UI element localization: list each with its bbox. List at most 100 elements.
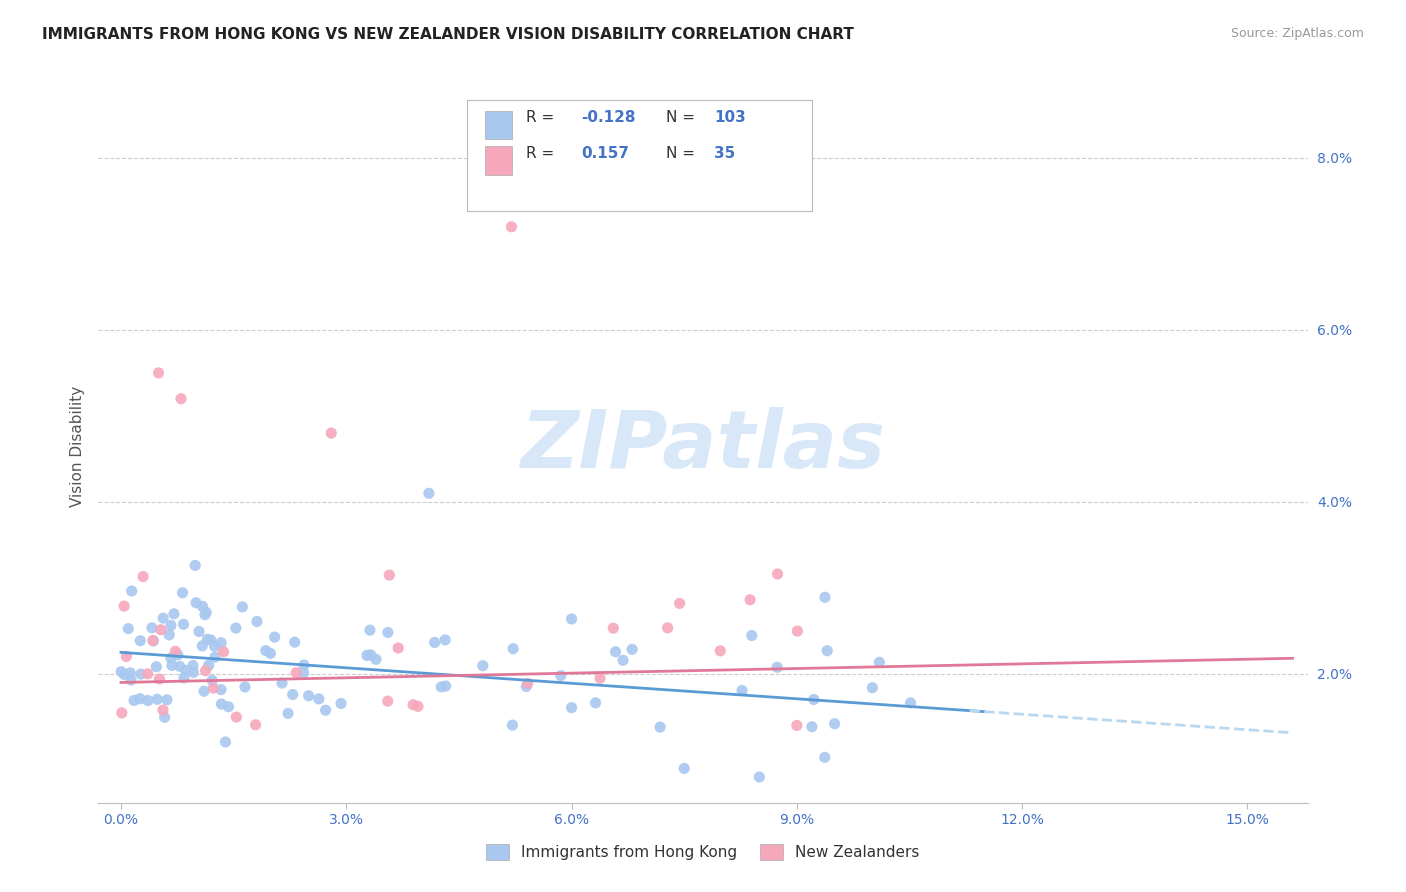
Point [814, 750, 837, 764]
Point [246, 615, 269, 629]
Point [129, 633, 152, 648]
Point [136, 666, 159, 681]
Point [173, 671, 195, 685]
Text: R =: R = [526, 146, 560, 161]
Point [225, 621, 247, 635]
Point [731, 683, 754, 698]
Point [502, 641, 524, 656]
Point [153, 710, 176, 724]
Point [191, 639, 214, 653]
Point [117, 622, 139, 636]
Text: 103: 103 [714, 111, 745, 125]
Point [112, 599, 135, 613]
Point [430, 680, 453, 694]
Point [561, 700, 583, 714]
Point [364, 652, 387, 666]
Point [824, 716, 846, 731]
Point [515, 680, 537, 694]
Point [170, 392, 193, 406]
Point [612, 653, 634, 667]
Point [657, 621, 679, 635]
Point [277, 706, 299, 721]
Point [141, 621, 163, 635]
FancyBboxPatch shape [467, 100, 811, 211]
Point [868, 656, 890, 670]
Point [197, 658, 219, 673]
Point [360, 648, 382, 662]
Point [900, 696, 922, 710]
Point [111, 706, 134, 720]
Bar [485, 111, 512, 139]
Point [145, 659, 167, 673]
Point [418, 486, 440, 500]
Point [766, 660, 789, 674]
Point [263, 630, 285, 644]
Text: IMMIGRANTS FROM HONG KONG VS NEW ZEALANDER VISION DISABILITY CORRELATION CHART: IMMIGRANTS FROM HONG KONG VS NEW ZEALAND… [42, 27, 853, 42]
Point [377, 625, 399, 640]
Point [814, 591, 837, 605]
Point [160, 618, 183, 632]
Point [184, 596, 207, 610]
Point [602, 621, 624, 635]
Text: R =: R = [526, 111, 560, 125]
Point [668, 596, 690, 610]
Point [254, 643, 277, 657]
Point [225, 710, 247, 724]
Point [193, 684, 215, 698]
Point [406, 699, 429, 714]
Point [129, 667, 152, 681]
Point [471, 658, 494, 673]
Point [285, 665, 308, 680]
Point [184, 558, 207, 573]
Point [330, 697, 353, 711]
Y-axis label: Vision Disability: Vision Disability [69, 385, 84, 507]
Point [233, 680, 256, 694]
Point [621, 642, 644, 657]
Text: Source: ZipAtlas.com: Source: ZipAtlas.com [1230, 27, 1364, 40]
Point [160, 658, 183, 673]
Point [132, 569, 155, 583]
Point [214, 735, 236, 749]
Point [149, 623, 172, 637]
Point [434, 632, 457, 647]
Point [148, 672, 170, 686]
Point [174, 664, 197, 678]
Point [501, 718, 523, 732]
Point [297, 689, 319, 703]
Point [163, 607, 186, 621]
Point [550, 668, 572, 682]
Point [766, 566, 789, 581]
Point [284, 635, 307, 649]
Point [650, 720, 672, 734]
Point [786, 624, 808, 638]
Point [292, 658, 315, 673]
Point [434, 679, 457, 693]
Point [121, 584, 143, 599]
Point [194, 664, 217, 678]
Point [673, 761, 696, 775]
Point [803, 692, 825, 706]
Point [156, 693, 179, 707]
Point [165, 644, 187, 658]
Point [377, 694, 399, 708]
Point [259, 646, 281, 660]
Point [173, 617, 195, 632]
Point [356, 648, 378, 663]
Text: 35: 35 [714, 146, 735, 161]
Text: -0.128: -0.128 [581, 111, 636, 125]
Point [292, 665, 315, 680]
Point [195, 632, 218, 647]
Point [815, 644, 838, 658]
Point [589, 671, 612, 685]
Text: N =: N = [665, 146, 699, 161]
Point [201, 673, 224, 688]
Point [315, 703, 337, 717]
Point [209, 636, 232, 650]
Point [166, 648, 188, 662]
Point [110, 665, 132, 679]
Point [142, 634, 165, 648]
Point [605, 645, 627, 659]
Point [188, 624, 211, 639]
Point [160, 651, 183, 665]
Point [204, 640, 226, 654]
